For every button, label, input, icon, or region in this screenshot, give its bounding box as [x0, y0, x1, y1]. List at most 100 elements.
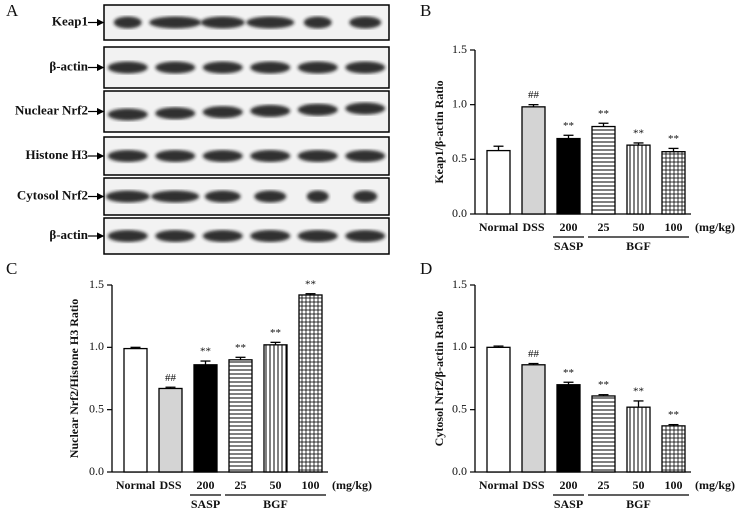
blot-band: [202, 61, 243, 74]
y-tick-label: 1.5: [452, 277, 467, 291]
x-tick-label: 200: [560, 220, 578, 234]
bar: [298, 294, 323, 473]
x-tick-label: 25: [598, 478, 610, 492]
significance-label: **: [598, 379, 609, 391]
blot-band: [200, 16, 245, 29]
error-bar: [305, 293, 316, 295]
y-tick-label: 0.0: [452, 206, 467, 220]
bar: [193, 364, 218, 473]
significance-label: **: [563, 367, 574, 379]
blot-band: [204, 190, 241, 203]
blot-band: [149, 16, 202, 29]
bar: [661, 425, 686, 473]
bar: [123, 347, 148, 473]
y-tick-label: 0.5: [452, 151, 467, 165]
bar: [591, 125, 616, 215]
blot-band: [155, 107, 196, 120]
blot-band: [155, 150, 196, 162]
group-label: SASP: [191, 497, 220, 511]
blot-band: [345, 150, 386, 162]
error-bar: [493, 345, 504, 348]
panel-label: D: [420, 259, 432, 278]
bar: [486, 346, 511, 473]
x-tick-label: 100: [665, 220, 683, 234]
error-bar: [633, 142, 644, 146]
y-tick-label: 1.5: [452, 42, 467, 56]
blot-band: [254, 190, 287, 203]
significance-label: ##: [528, 348, 540, 360]
blot-band: [345, 61, 386, 74]
bar: [591, 395, 616, 473]
error-bar: [668, 423, 679, 426]
blot-row-label: β-actin: [49, 227, 88, 242]
significance-label: **: [598, 108, 609, 120]
blot-band: [250, 61, 291, 74]
significance-label: ##: [528, 89, 540, 101]
blot-row-label: β-actin: [49, 58, 88, 73]
blot-band: [353, 190, 378, 203]
blot-row-label: Histone H3: [26, 147, 89, 162]
x-tick-label: DSS: [522, 220, 544, 234]
blot-box: [103, 136, 390, 176]
blot-band: [297, 103, 338, 116]
significance-label: **: [305, 278, 316, 290]
significance-label: **: [668, 133, 679, 145]
error-bar: [668, 147, 679, 152]
x-tick-label: 200: [560, 478, 578, 492]
blot-band: [202, 150, 243, 162]
error-bar: [598, 394, 609, 396]
bar: [626, 144, 651, 215]
blot-band: [306, 190, 329, 203]
bar: [486, 149, 511, 215]
blot-band: [303, 16, 332, 29]
error-bar: [563, 134, 574, 139]
blot-row-label: Keap1: [52, 13, 88, 28]
x-tick-label: 25: [235, 478, 247, 492]
unit-label: (mg/kg): [695, 220, 735, 234]
blot-band: [155, 230, 196, 242]
blot-box: [103, 217, 390, 255]
group-label: BGF: [263, 497, 288, 511]
blot-row-label: Nuclear Nrf2: [15, 102, 88, 117]
y-axis-label: Nuclear Nrf2/Histone H3 Ratio: [67, 299, 81, 458]
significance-label: **: [633, 385, 644, 397]
bar: [228, 359, 253, 473]
y-tick-label: 1.0: [452, 339, 467, 353]
significance-label: **: [200, 346, 211, 358]
blot-band: [250, 150, 291, 162]
significance-label: ##: [165, 372, 177, 384]
x-tick-label: 25: [598, 220, 610, 234]
error-bar: [130, 346, 141, 349]
blot-band: [297, 150, 338, 162]
blot-band: [107, 108, 148, 121]
error-bar: [270, 341, 281, 345]
bar: [158, 387, 183, 473]
y-axis-label: Cytosol Nrf2/β-actin Ratio: [432, 311, 446, 447]
error-bar: [563, 381, 574, 385]
bar: [521, 364, 546, 473]
x-tick-label: DSS: [159, 478, 181, 492]
blot-band: [345, 230, 386, 242]
blot-band: [250, 230, 291, 242]
panel-label: A: [6, 1, 19, 20]
y-axis-label: Keap1/β-actin Ratio: [432, 80, 446, 183]
blot-band: [345, 102, 386, 115]
group-label: BGF: [626, 239, 651, 253]
blot-box: [103, 90, 390, 133]
blot-band: [151, 190, 200, 203]
bar: [263, 344, 288, 473]
error-bar: [200, 360, 211, 365]
bar: [626, 406, 651, 473]
blot-band: [107, 230, 148, 242]
significance-label: **: [270, 327, 281, 339]
blot-band: [105, 190, 150, 203]
panel-label: C: [6, 259, 17, 278]
error-bar: [598, 122, 609, 127]
significance-label: **: [235, 342, 246, 354]
x-tick-label: 100: [665, 478, 683, 492]
significance-label: **: [563, 120, 574, 132]
x-tick-label: Normal: [479, 478, 519, 492]
blot-band: [107, 61, 148, 74]
blot-row-label: Cytosol Nrf2: [17, 187, 88, 202]
